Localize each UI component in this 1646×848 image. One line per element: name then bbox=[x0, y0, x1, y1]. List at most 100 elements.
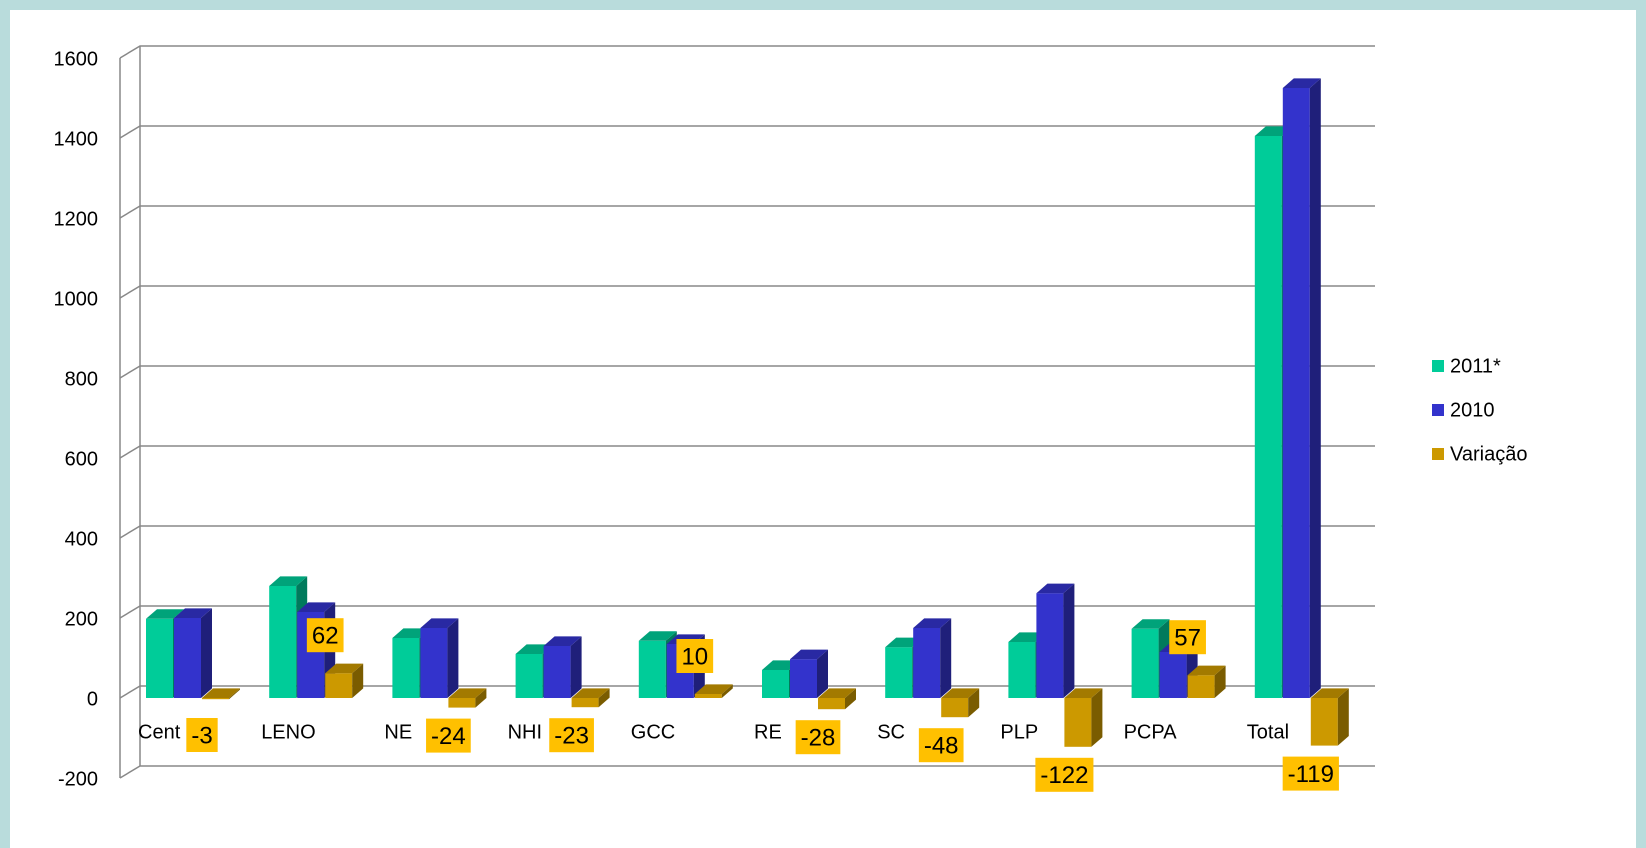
value-label: 10 bbox=[681, 643, 708, 670]
x-tick-label: Cent bbox=[138, 721, 181, 743]
bar-top bbox=[174, 608, 212, 618]
value-label-box bbox=[918, 728, 964, 763]
bar-top bbox=[325, 663, 364, 674]
x-tick-label: Total bbox=[1247, 721, 1289, 743]
bar-side bbox=[1091, 688, 1103, 747]
bar-top bbox=[297, 602, 336, 612]
bar bbox=[1282, 78, 1321, 698]
bar bbox=[420, 618, 459, 698]
legend-label: 2010 bbox=[1450, 399, 1495, 421]
bar-side bbox=[1214, 665, 1226, 698]
value-label: -23 bbox=[554, 723, 589, 750]
bar-top bbox=[146, 609, 184, 619]
bar-side bbox=[940, 618, 952, 698]
bar-top bbox=[1187, 665, 1226, 676]
bar-front bbox=[694, 694, 722, 698]
bar-front bbox=[1159, 652, 1187, 698]
value-label-box bbox=[676, 639, 714, 673]
value-label: -28 bbox=[801, 725, 836, 752]
value-label: -24 bbox=[431, 723, 466, 750]
legend-label: Variação bbox=[1450, 443, 1527, 465]
bar bbox=[571, 688, 610, 708]
bar-top bbox=[694, 684, 733, 694]
bar-top bbox=[1036, 583, 1075, 594]
bar-front bbox=[420, 628, 448, 698]
x-tick-label: RE bbox=[754, 721, 782, 743]
value-label: 62 bbox=[312, 623, 339, 650]
bar-side bbox=[229, 688, 240, 700]
bar-front bbox=[174, 618, 201, 698]
bar-front bbox=[1036, 593, 1064, 698]
bar-side bbox=[968, 688, 980, 718]
bar-side bbox=[475, 688, 487, 708]
bar bbox=[818, 688, 856, 710]
bar-front bbox=[790, 659, 817, 698]
bar bbox=[941, 688, 980, 718]
bar-front bbox=[1064, 698, 1092, 747]
value-label: -119 bbox=[1288, 761, 1334, 788]
y-tick-label: 200 bbox=[65, 608, 98, 630]
bar bbox=[1036, 583, 1075, 698]
y-tick-label: 1400 bbox=[54, 128, 99, 150]
bar-top bbox=[1282, 78, 1321, 88]
y-tick-label: 0 bbox=[87, 688, 98, 710]
bar-front bbox=[941, 698, 969, 718]
bar-top bbox=[790, 649, 828, 660]
value-label: -3 bbox=[191, 722, 212, 749]
bar-front bbox=[515, 654, 543, 698]
bar-side bbox=[447, 618, 459, 698]
value-label: 57 bbox=[1174, 625, 1201, 652]
bar bbox=[790, 649, 828, 698]
bar-front bbox=[1254, 136, 1282, 698]
y-tick-label: 400 bbox=[65, 528, 98, 550]
bar bbox=[448, 688, 487, 708]
bar-front bbox=[1310, 698, 1338, 746]
bar-front bbox=[448, 698, 476, 708]
legend-swatch bbox=[1432, 360, 1444, 372]
value-label-box bbox=[1282, 756, 1339, 791]
bar-front bbox=[392, 638, 420, 698]
bar-top bbox=[1131, 619, 1170, 629]
y-tick-label: 1200 bbox=[54, 208, 99, 230]
bar-front bbox=[146, 618, 173, 698]
legend-swatch bbox=[1432, 404, 1444, 416]
bar-side bbox=[845, 688, 856, 710]
bar-front bbox=[1131, 628, 1159, 698]
bar bbox=[1064, 688, 1103, 747]
bar-front bbox=[913, 628, 941, 698]
bar bbox=[325, 663, 364, 698]
x-tick-label: GCC bbox=[631, 721, 675, 743]
value-label-box bbox=[426, 718, 471, 753]
bar-top bbox=[202, 688, 240, 698]
y-tick-label: 1600 bbox=[54, 48, 99, 70]
x-tick-label: NHI bbox=[508, 721, 542, 743]
bar-top bbox=[269, 576, 308, 586]
bar bbox=[694, 684, 733, 698]
y-tick-label: -200 bbox=[58, 768, 98, 790]
bar-side bbox=[598, 688, 610, 708]
value-label: -48 bbox=[924, 733, 959, 760]
bar-side bbox=[1309, 78, 1321, 698]
value-label: -122 bbox=[1040, 762, 1088, 789]
x-tick-label: SC bbox=[877, 721, 905, 743]
bar-top bbox=[941, 688, 980, 698]
value-label-box bbox=[1169, 620, 1206, 655]
bar-top bbox=[818, 688, 856, 698]
bar-top bbox=[1310, 688, 1349, 698]
value-label-box bbox=[1035, 757, 1094, 792]
value-label-box bbox=[306, 618, 344, 653]
bar-front bbox=[762, 670, 789, 698]
bar bbox=[202, 688, 240, 700]
bar-front bbox=[325, 673, 353, 698]
bar-front bbox=[571, 698, 599, 708]
bar-side bbox=[570, 636, 582, 698]
bar-top bbox=[543, 636, 582, 646]
bar-top bbox=[638, 631, 677, 641]
bar bbox=[543, 636, 582, 698]
bar bbox=[174, 608, 212, 698]
bar-top bbox=[448, 688, 487, 698]
y-tick-label: 1000 bbox=[54, 288, 99, 310]
y-tick-label: 800 bbox=[65, 368, 98, 390]
